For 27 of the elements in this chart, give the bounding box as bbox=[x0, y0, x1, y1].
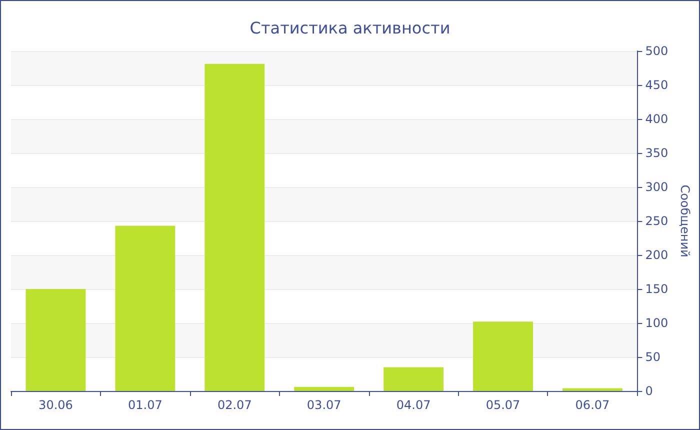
x-tick-label: 30.06 bbox=[38, 398, 73, 412]
x-tick-label: 01.07 bbox=[128, 398, 162, 412]
y-tick-label: 300 bbox=[645, 180, 668, 194]
x-tick-label: 02.07 bbox=[217, 398, 252, 412]
bar bbox=[204, 64, 265, 391]
x-tick-label: 06.07 bbox=[575, 398, 610, 412]
y-axis-title: Сообщений bbox=[678, 184, 692, 258]
x-tick-label: 05.07 bbox=[486, 398, 520, 412]
x-tick-label: 03.07 bbox=[306, 398, 342, 412]
bar bbox=[115, 226, 176, 391]
y-tick-label: 250 bbox=[645, 214, 668, 228]
bar bbox=[562, 388, 622, 391]
bar bbox=[384, 367, 444, 391]
y-tick-label: 50 bbox=[645, 350, 660, 364]
x-tick-label: 04.07 bbox=[396, 398, 431, 412]
y-tick-label: 200 bbox=[645, 248, 668, 262]
y-tick-label: 150 bbox=[645, 282, 668, 296]
y-tick-label: 500 bbox=[645, 44, 668, 58]
y-tick-label: 400 bbox=[645, 112, 668, 126]
bar bbox=[26, 289, 86, 391]
y-tick-label: 450 bbox=[645, 78, 668, 92]
chart-title: Статистика активности bbox=[250, 18, 450, 38]
y-tick-label: 0 bbox=[645, 384, 653, 398]
y-tick-label: 350 bbox=[645, 146, 668, 160]
y-tick-label: 100 bbox=[645, 316, 668, 330]
bar bbox=[473, 322, 533, 391]
bar bbox=[294, 386, 354, 391]
